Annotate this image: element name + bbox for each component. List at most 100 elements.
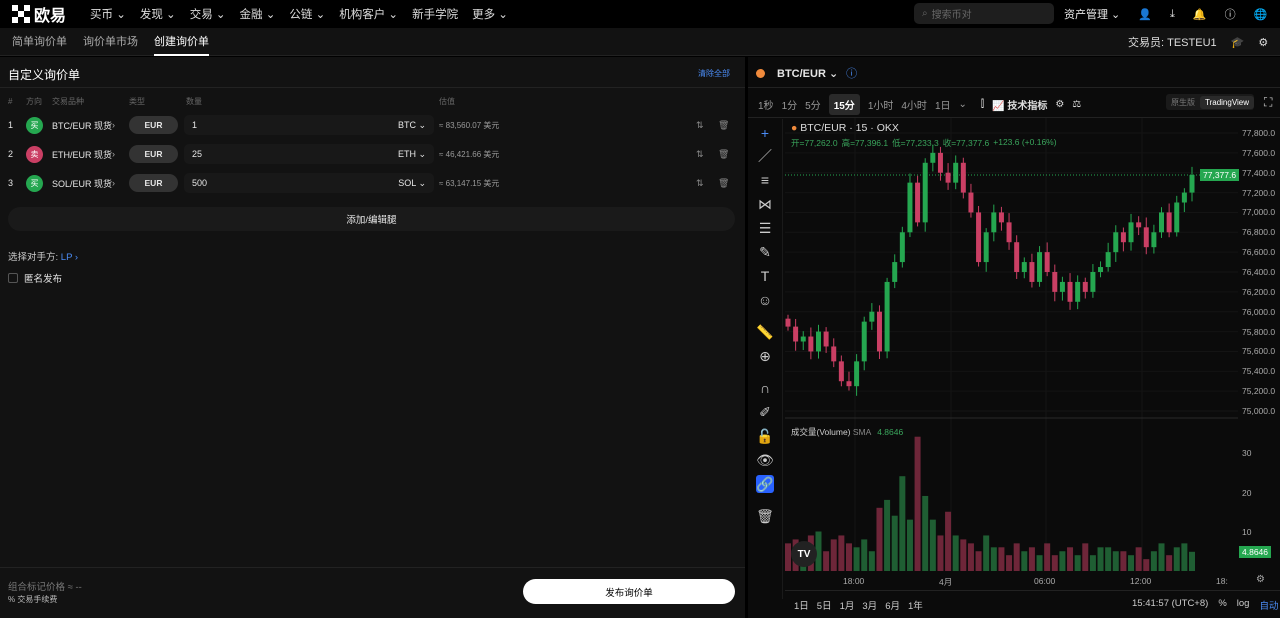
settings-icon[interactable]: ⚙	[1055, 99, 1065, 110]
range-button[interactable]: 1日	[794, 601, 809, 612]
candle	[953, 162, 959, 183]
clear-all-link[interactable]: 清除全部	[698, 69, 730, 78]
chevron-right-icon[interactable]: ›	[112, 178, 115, 188]
side-badge[interactable]: 买	[26, 116, 43, 134]
chevron-down-icon[interactable]: ⌄	[958, 99, 967, 110]
trash-icon[interactable]: 🗑	[756, 507, 774, 524]
volume-bar	[823, 551, 830, 571]
timeframe-button[interactable]: 1日	[934, 101, 951, 112]
trash-icon[interactable]: 🗑	[718, 148, 730, 159]
timeframe-button[interactable]: 4小时	[901, 101, 927, 112]
nav-item[interactable]: 买币 ⌄	[90, 9, 126, 21]
trash-icon[interactable]: 🗑	[718, 177, 730, 188]
nav-item[interactable]: 金融 ⌄	[239, 9, 276, 21]
mode-tradingview[interactable]: TradingView	[1200, 95, 1255, 109]
counterparty-selector[interactable]: 选择对手方: LP ›	[8, 252, 79, 263]
eye-icon[interactable]: 👁	[756, 451, 774, 468]
brush-icon[interactable]: ✎	[759, 243, 771, 260]
timeframe-button[interactable]: 1秒	[758, 101, 774, 112]
link-icon[interactable]: 🔗	[756, 475, 774, 493]
cap-icon[interactable]: 🎓	[1230, 36, 1245, 49]
timeframe-button[interactable]: 5分	[805, 101, 821, 112]
range-button[interactable]: 5日	[816, 601, 832, 612]
compare-icon[interactable]: ⇅	[696, 148, 704, 159]
compare-icon[interactable]: ⇅	[696, 119, 704, 130]
nav-item[interactable]: 机构客户 ⌄	[339, 9, 399, 21]
log-toggle[interactable]: log	[1236, 598, 1250, 609]
auto-toggle[interactable]: 自动	[1259, 601, 1279, 612]
trendline-icon[interactable]: ／	[758, 148, 772, 164]
range-button[interactable]: 1年	[907, 601, 923, 612]
anonymous-checkbox[interactable]: 匿名发布	[8, 271, 62, 285]
candle	[861, 321, 867, 362]
text-icon[interactable]: T	[760, 268, 770, 284]
gear-icon[interactable]: ⚙	[1258, 36, 1269, 49]
search-input[interactable]: ⌕ 搜索币对	[914, 3, 1054, 24]
quantity-input[interactable]: 25 ETH ⌄	[184, 144, 434, 164]
submit-rfq-button[interactable]: 发布询价单	[523, 579, 735, 604]
time-tick: 18:	[1216, 576, 1228, 586]
quantity-input[interactable]: 1 BTC ⌄	[184, 115, 434, 135]
percent-toggle[interactable]: %	[1218, 598, 1227, 609]
pattern-icon[interactable]: ⋈	[758, 195, 772, 212]
candle	[854, 361, 860, 387]
fullscreen-icon[interactable]: ⛶	[1264, 95, 1273, 109]
chart-panel: BTC/EUR ⌄ ⓘ 1秒 1分 5分 15分 1小时 4小时 1日 ⌄ ⫿ 📈 技术指标 …	[748, 57, 1280, 618]
range-button[interactable]: 3月	[862, 601, 878, 612]
nav-item[interactable]: 新手学院	[412, 9, 459, 21]
nav-item[interactable]: 公链 ⌄	[289, 9, 326, 21]
last-price-tag: 77,377.6	[1200, 169, 1240, 181]
user-icon[interactable]: 👤	[1138, 8, 1152, 21]
candle	[1029, 262, 1035, 282]
quantity-input[interactable]: 500 SOL ⌄	[184, 173, 434, 193]
emoji-icon[interactable]: ☺	[757, 292, 773, 308]
type-pill[interactable]: EUR	[129, 116, 178, 134]
type-pill[interactable]: EUR	[129, 145, 178, 163]
timeframe-button[interactable]: 15分	[828, 94, 860, 115]
subnav-tab[interactable]: 创建询价单	[154, 28, 209, 56]
magnet-icon[interactable]: ∩	[759, 380, 771, 396]
brand-logo[interactable]: 欧易	[12, 2, 66, 26]
range-button[interactable]: 6月	[885, 601, 900, 612]
mode-native[interactable]: 原生版	[1171, 97, 1195, 107]
axis-settings-icon[interactable]: ⚙	[1256, 574, 1265, 585]
fib-icon[interactable]: ≡	[760, 172, 770, 188]
add-leg-button[interactable]: 添加/编辑腿	[8, 207, 735, 231]
compare-icon[interactable]: ⇅	[696, 177, 704, 188]
lock-icon[interactable]: 🔓	[756, 427, 774, 444]
nav-item[interactable]: 交易 ⌄	[189, 9, 226, 21]
side-badge[interactable]: 卖	[26, 145, 43, 163]
nav-item[interactable]: 发现 ⌄	[139, 9, 176, 21]
indicators-button[interactable]: 📈 技术指标	[992, 101, 1048, 112]
ruler-icon[interactable]: 📏	[756, 323, 774, 340]
subnav-tab[interactable]: 询价单市场	[83, 35, 138, 48]
timeframe-button[interactable]: 1分	[781, 101, 798, 112]
price-tick: 77,400.0	[1242, 167, 1276, 178]
channel-icon[interactable]: ☰	[758, 219, 772, 236]
side-badge[interactable]: 买	[26, 174, 43, 192]
trash-icon[interactable]: 🗑	[718, 119, 730, 130]
view-mode-toggle[interactable]: 原生版 TradingView	[1166, 94, 1255, 110]
lock-draw-icon[interactable]: ✐	[759, 403, 771, 420]
scale-icon[interactable]: ⚖	[1072, 99, 1082, 110]
zoom-in-icon[interactable]: ⊕	[759, 347, 771, 364]
chevron-right-icon[interactable]: ›	[112, 149, 115, 159]
timeframe-button[interactable]: 1小时	[867, 101, 894, 112]
crosshair-icon[interactable]: +	[760, 125, 770, 141]
help-icon[interactable]: ⓘ	[1224, 9, 1236, 21]
type-pill[interactable]: EUR	[129, 174, 178, 192]
chevron-right-icon[interactable]: ›	[112, 120, 115, 130]
bell-icon[interactable]: 🔔	[1192, 8, 1207, 21]
globe-icon[interactable]: 🌐	[1253, 8, 1268, 21]
volume-bar	[861, 539, 868, 571]
subnav-tab[interactable]: 简单询价单	[12, 35, 67, 48]
info-icon[interactable]: ⓘ	[846, 68, 858, 80]
chart-type-icon[interactable]: ⫿	[980, 99, 985, 110]
assets-menu[interactable]: 资产管理 ⌄	[1064, 9, 1121, 21]
range-button[interactable]: 1月	[839, 601, 855, 612]
tradingview-logo[interactable]: TV	[791, 541, 817, 567]
nav-item[interactable]: 更多 ⌄	[472, 9, 508, 21]
download-icon[interactable]: ⤓	[1169, 7, 1175, 20]
pair-selector[interactable]: BTC/EUR ⌄	[777, 67, 839, 80]
